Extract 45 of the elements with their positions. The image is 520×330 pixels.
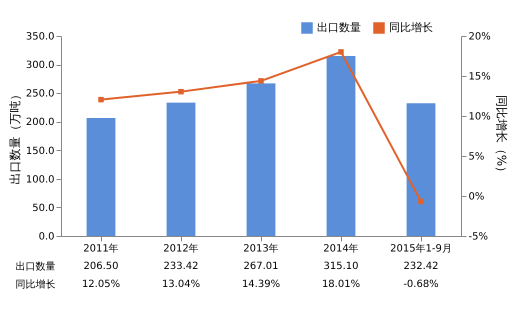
y2-tick-label: 0%	[468, 192, 484, 202]
bar	[246, 83, 276, 236]
point	[418, 198, 424, 204]
point	[98, 96, 104, 102]
y2-axis-title: 同比增长（%）	[494, 94, 509, 178]
y-tick-label: 0.0	[38, 232, 54, 242]
data-label: 232.42	[404, 261, 438, 272]
bar	[406, 103, 436, 236]
bar	[166, 102, 196, 236]
y2-tick-label: 10%	[468, 112, 491, 122]
x-tick-label: 2011年	[83, 242, 119, 254]
data-label: 267.01	[244, 261, 278, 272]
x-tick-label: 2013年	[243, 242, 279, 254]
y-tick-label: 100.0	[26, 174, 54, 186]
text: 出口数量	[16, 262, 56, 272]
bar	[86, 118, 116, 236]
data-label: -0.68%	[403, 279, 439, 290]
data-label: 233.42	[164, 261, 198, 272]
y2-tick-label: 20%	[468, 32, 491, 42]
bar	[326, 56, 356, 236]
x-tick-label: 2014年	[323, 242, 359, 254]
data-label: 18.01%	[322, 279, 360, 290]
data-label: 14.39%	[242, 279, 280, 290]
point	[178, 88, 184, 94]
text: 同比增长	[16, 280, 56, 290]
y2-tick-label: 5%	[468, 152, 484, 162]
y2-tick-label: 15%	[468, 72, 491, 82]
legend-label: 同比增长	[389, 21, 433, 34]
x-tick-label: 2012年	[163, 242, 199, 254]
legend-label: 出口数量	[317, 21, 361, 34]
point	[258, 78, 264, 84]
y2-tick-label: -5%	[468, 232, 488, 242]
data-label: 12.05%	[82, 279, 120, 290]
y-tick-label: 50.0	[32, 202, 54, 214]
y-axis-title: 出口数量（万吨）	[8, 88, 22, 184]
y-tick-label: 300.0	[26, 60, 54, 72]
point	[338, 49, 344, 55]
y-tick-label: 200.0	[26, 117, 54, 128]
y-tick-label: 350.0	[26, 32, 54, 42]
data-label: 206.50	[84, 261, 118, 272]
y-tick-label: 250.0	[26, 88, 54, 100]
data-label: 315.10	[324, 261, 358, 272]
y-tick-label: 150.0	[26, 146, 54, 157]
data-label: 13.04%	[162, 279, 200, 290]
x-tick-label: 2015年1-9月	[390, 242, 452, 254]
